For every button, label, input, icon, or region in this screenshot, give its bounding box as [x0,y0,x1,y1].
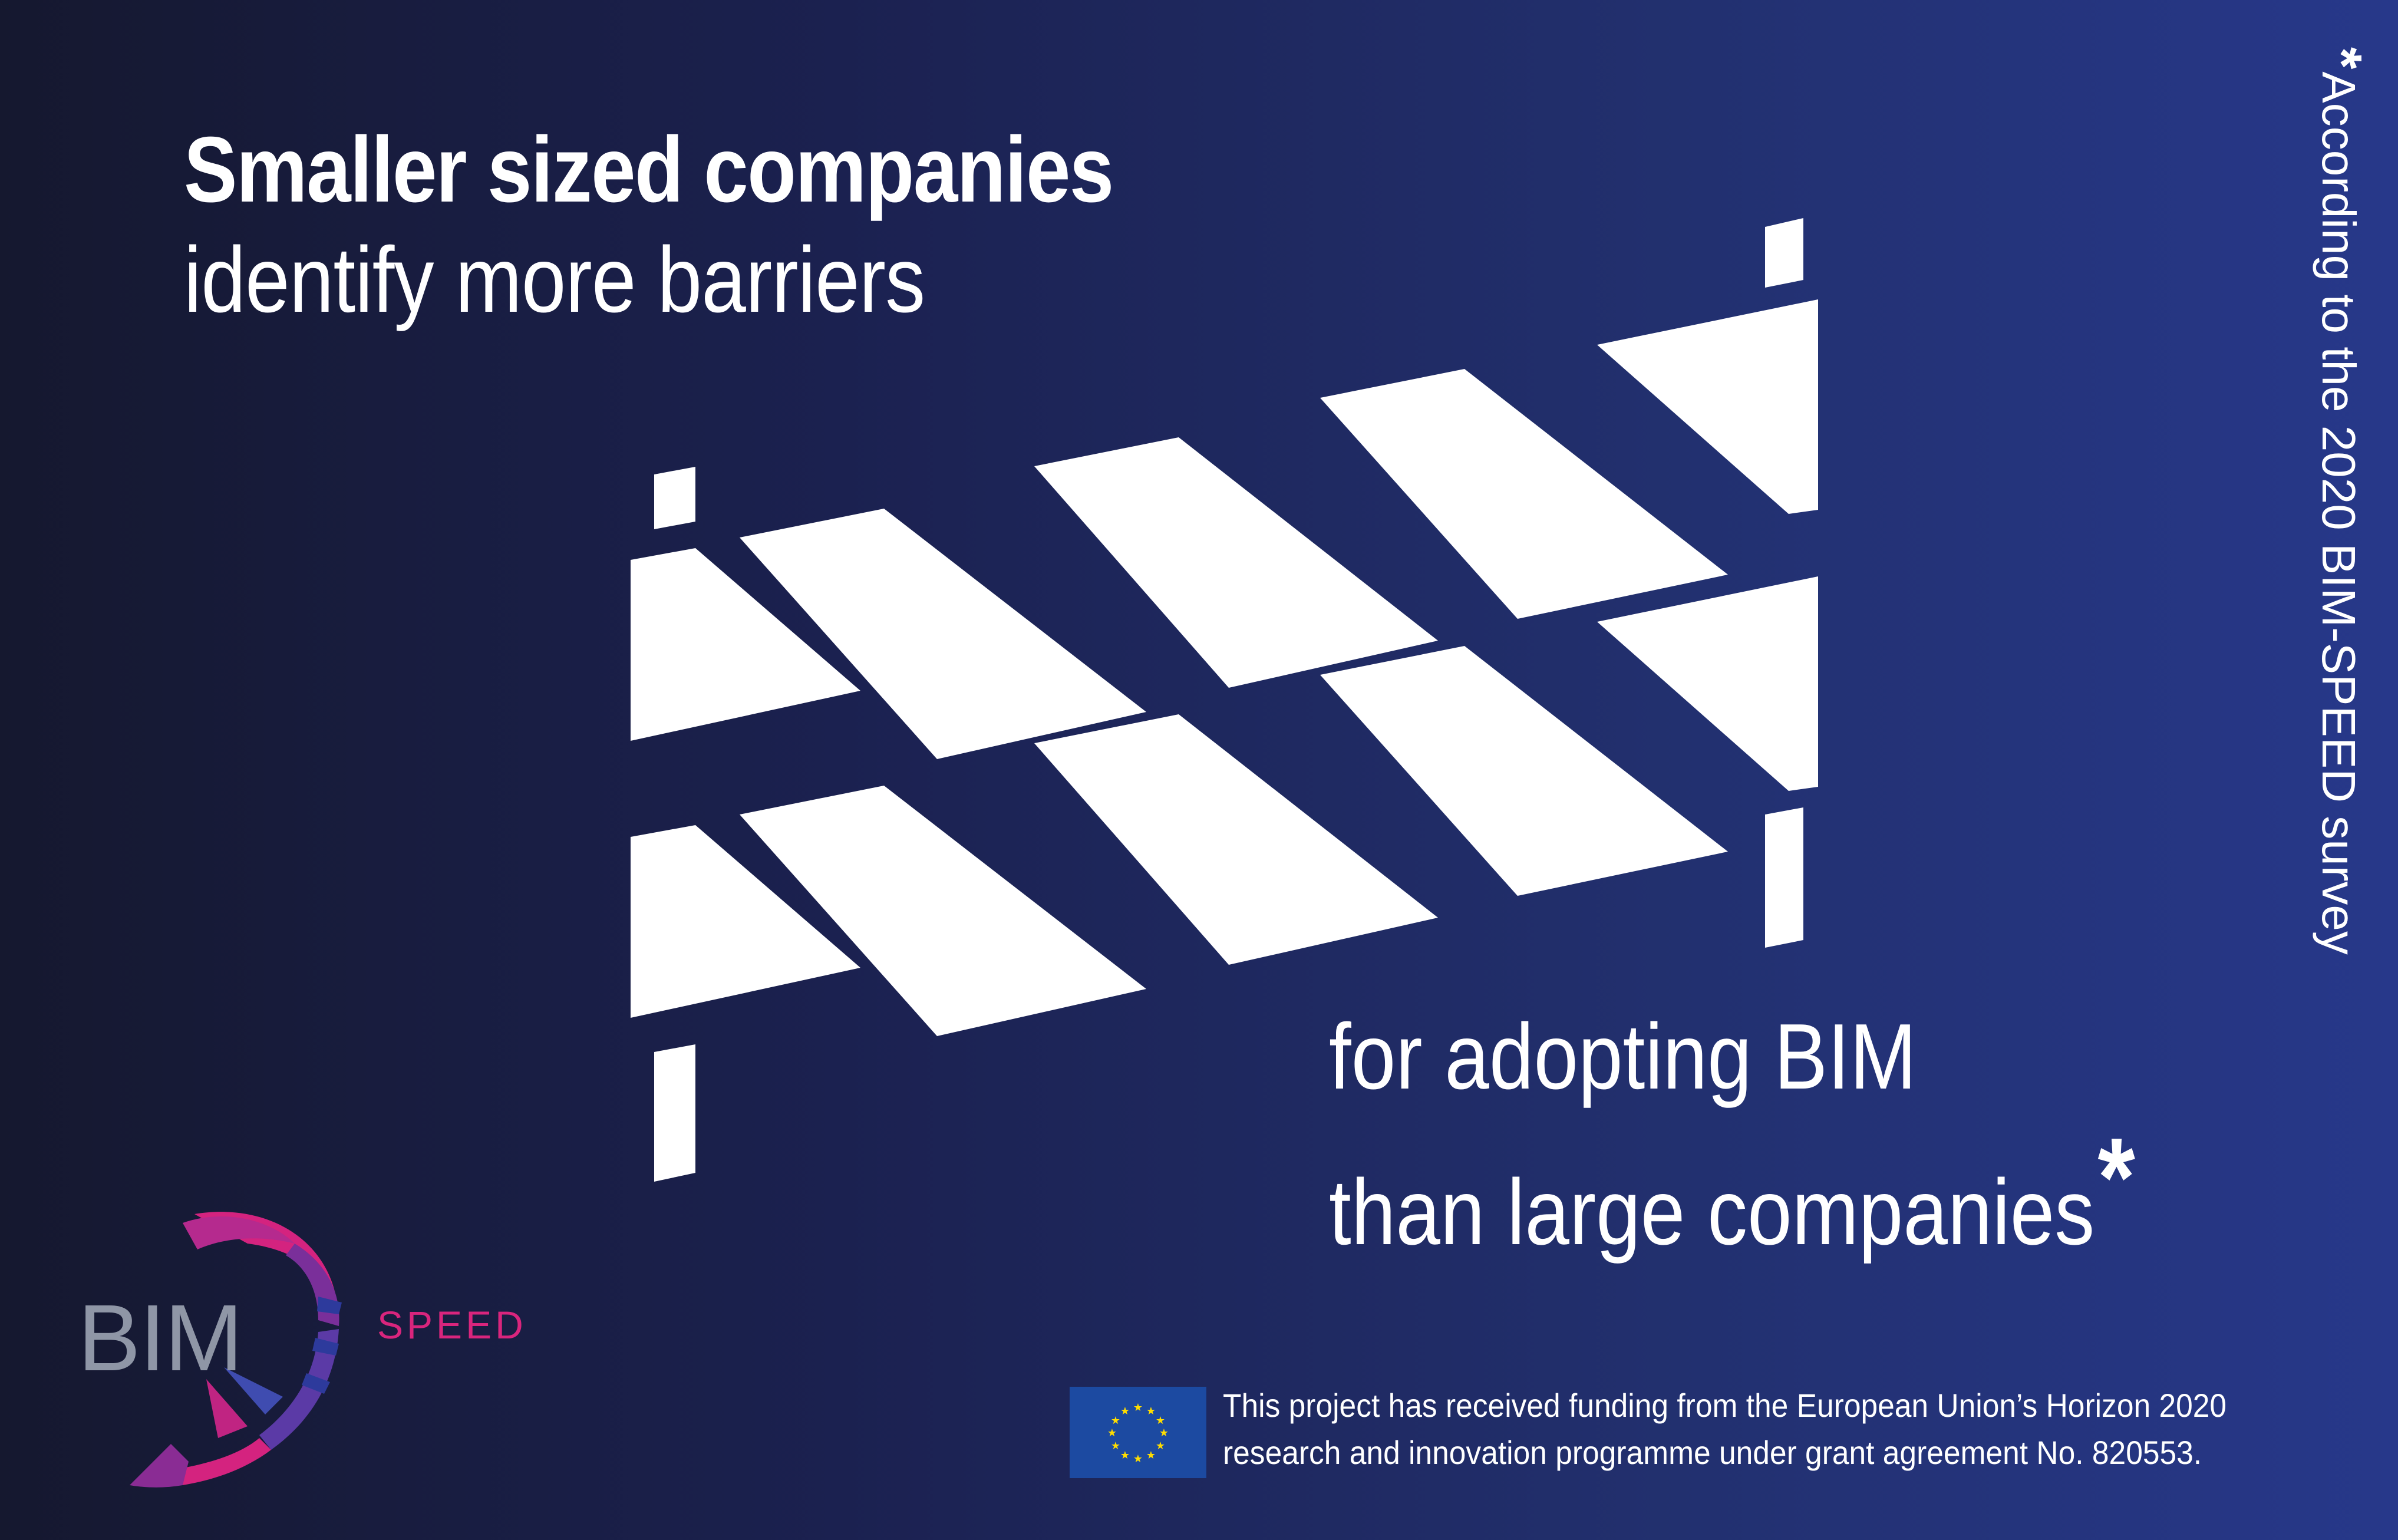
svg-text:★: ★ [1156,1440,1165,1452]
funding-line-1: This project has received funding from t… [1223,1387,2227,1424]
bim-speed-logo: BIM SPEED [71,1202,554,1509]
headline: Smaller sized companies identify more ba… [184,118,1264,332]
headline-bold: Smaller sized companies [184,118,1114,222]
tagline-line-2: than large companies* [1329,1112,2135,1267]
tagline-asterisk: * [2097,1115,2135,1241]
road-barrier-icon [631,218,1818,1182]
tagline: for adopting BIM than large companies* [1329,1002,2135,1268]
headline-light: identify more barriers [184,227,925,332]
tagline-line-1: for adopting BIM [1329,1005,1917,1109]
logo-speed-text: SPEED [377,1303,527,1347]
funding-notice: ★ ★ ★ ★ ★ ★ ★ ★ ★ ★ ★ ★ This project has… [1070,1382,2307,1482]
svg-text:★: ★ [1133,1402,1143,1414]
svg-text:★: ★ [1156,1414,1165,1427]
tagline-line-2-text: than large companies [1329,1160,2095,1265]
svg-text:★: ★ [1107,1427,1117,1439]
svg-text:★: ★ [1111,1440,1120,1452]
survey-footnote: *According to the 2020 BIM-SPEED survey [2309,47,2374,967]
logo-bim-text: BIM [78,1285,243,1390]
svg-text:★: ★ [1133,1453,1143,1465]
funding-text: This project has received funding from t… [1223,1382,2227,1476]
bim-speed-swirl-icon [130,1212,342,1488]
svg-text:★: ★ [1120,1405,1130,1417]
svg-text:★: ★ [1111,1414,1120,1427]
svg-text:★: ★ [1120,1449,1130,1462]
footnote-text: According to the 2020 BIM-SPEED survey [2313,71,2365,955]
footnote-star: * [2310,47,2373,70]
funding-line-2: research and innovation programme under … [1223,1434,2202,1471]
svg-text:★: ★ [1146,1449,1156,1462]
svg-text:★: ★ [1146,1405,1156,1417]
svg-text:★: ★ [1159,1427,1169,1439]
eu-flag-icon: ★ ★ ★ ★ ★ ★ ★ ★ ★ ★ ★ ★ [1070,1387,1206,1478]
